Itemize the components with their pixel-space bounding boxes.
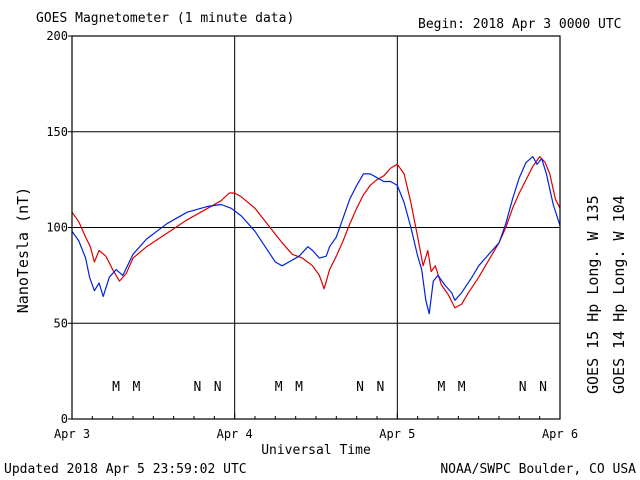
event-marker-n: N <box>376 380 384 395</box>
event-marker-n: N <box>356 380 364 395</box>
chart-title: GOES Magnetometer (1 minute data) <box>36 11 294 26</box>
event-marker-m: M <box>295 380 303 395</box>
x-tick-label: Apr 3 <box>54 427 90 441</box>
legend-goes14: GOES 14 Hp Long. W 104 <box>610 195 628 394</box>
y-axis-ticks: 0 50 100 150 200 <box>46 29 72 426</box>
credit: NOAA/SWPC Boulder, CO USA <box>440 462 636 477</box>
x-tick-label: Apr 5 <box>379 427 415 441</box>
grid-lines <box>72 36 560 419</box>
event-marker-m: M <box>112 380 120 395</box>
event-marker-m: M <box>458 380 466 395</box>
series-layer <box>71 156 561 315</box>
event-marker-m: M <box>132 380 140 395</box>
event-marker-m: M <box>275 380 283 395</box>
series-line-goes14 <box>71 156 561 315</box>
x-axis-ticks: Apr 3 Apr 4 Apr 5 Apr 6 <box>54 413 578 441</box>
x-axis-label: Universal Time <box>261 443 371 458</box>
y-tick-label: 200 <box>46 29 68 43</box>
event-marker-n: N <box>539 380 547 395</box>
event-marker-m: M <box>437 380 445 395</box>
legend-goes15: GOES 15 Hp Long. W 135 <box>584 195 602 394</box>
y-tick-label: 0 <box>61 412 68 426</box>
event-marker-n: N <box>214 380 222 395</box>
x-tick-label: Apr 4 <box>217 427 253 441</box>
y-tick-label: 50 <box>54 316 68 330</box>
updated-time: Updated 2018 Apr 5 23:59:02 UTC <box>4 462 247 477</box>
series-line-goes15 <box>71 156 561 309</box>
y-axis-label: NanoTesla (nT) <box>14 187 32 313</box>
x-tick-label: Apr 6 <box>542 427 578 441</box>
begin-time: Begin: 2018 Apr 3 0000 UTC <box>418 17 622 32</box>
event-marker-n: N <box>519 380 527 395</box>
y-tick-label: 100 <box>46 221 68 235</box>
event-marker-n: N <box>193 380 201 395</box>
y-tick-label: 150 <box>46 125 68 139</box>
